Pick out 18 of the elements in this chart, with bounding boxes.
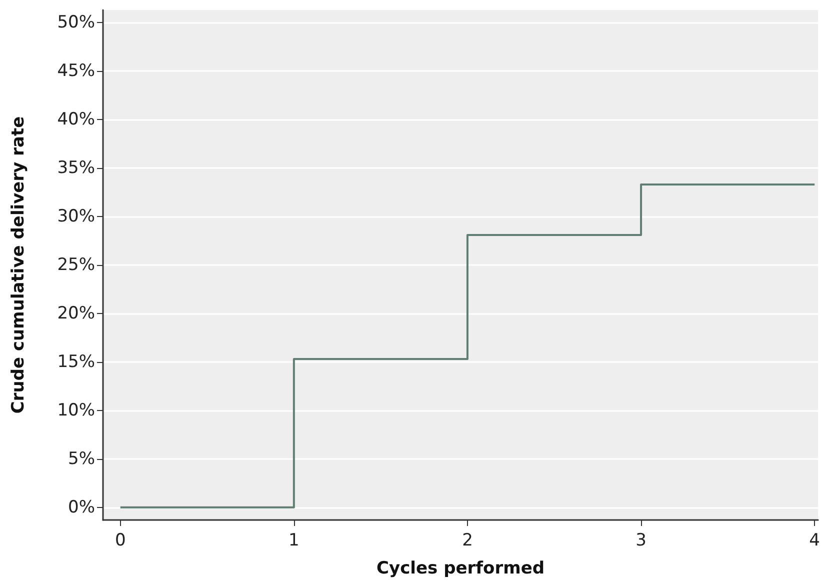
y-tick-label: 10% [57, 400, 95, 420]
y-tick-label: 45% [57, 61, 95, 82]
y-tick-label: 40% [57, 110, 95, 130]
x-tick-label: 0 [114, 530, 126, 550]
y-tick-label: 15% [57, 352, 95, 372]
y-tick-label: 20% [57, 303, 95, 324]
x-tick-label: 4 [809, 530, 820, 550]
x-axis-title: Cycles performed [376, 558, 545, 578]
x-tick-label: 1 [288, 530, 300, 550]
y-tick-label: 5% [68, 448, 95, 469]
x-tick-label: 2 [462, 530, 473, 550]
y-tick-label: 30% [57, 206, 95, 227]
y-tick-label: 35% [57, 158, 95, 178]
y-tick-label: 50% [57, 12, 95, 33]
y-tick-label: 25% [57, 255, 95, 275]
y-tick-label: 0% [68, 497, 95, 518]
x-tick-label: 3 [636, 530, 646, 550]
y-axis-title: Crude cumulative delivery rate [8, 116, 28, 414]
